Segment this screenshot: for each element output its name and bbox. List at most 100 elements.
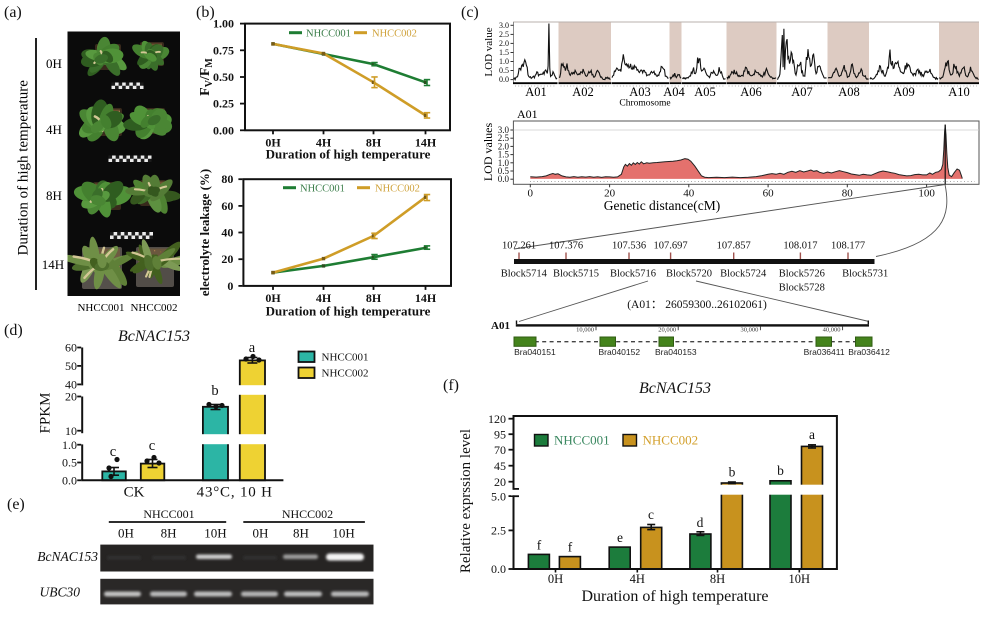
svg-text:Bra040151: Bra040151 — [514, 347, 556, 357]
svg-text:c: c — [149, 438, 155, 454]
svg-text:A02: A02 — [572, 85, 594, 99]
svg-text:2.0: 2.0 — [498, 141, 510, 151]
svg-text:c: c — [648, 507, 654, 522]
svg-text:0.5: 0.5 — [499, 66, 509, 75]
svg-text:20: 20 — [604, 188, 616, 200]
svg-text:Block5724: Block5724 — [720, 269, 767, 280]
svg-text:107.376: 107.376 — [549, 241, 583, 252]
svg-text:80: 80 — [842, 188, 854, 200]
svg-text:2.0: 2.0 — [499, 39, 509, 48]
svg-text:40: 40 — [221, 226, 233, 240]
svg-text:NHCC001: NHCC001 — [143, 507, 194, 521]
svg-text:Duration of high temperature: Duration of high temperature — [266, 147, 431, 162]
svg-text:a: a — [809, 427, 815, 442]
svg-text:50: 50 — [65, 359, 77, 373]
svg-text:Block5731: Block5731 — [842, 269, 888, 280]
svg-text:0.00: 0.00 — [213, 123, 234, 137]
svg-text:0H: 0H — [265, 136, 281, 150]
svg-text:0.25: 0.25 — [213, 97, 234, 111]
svg-text:108.017: 108.017 — [783, 241, 817, 252]
svg-text:100: 100 — [918, 188, 935, 200]
svg-text:70: 70 — [494, 443, 506, 457]
svg-text:f: f — [568, 540, 573, 555]
svg-text:Genetic distance(cM): Genetic distance(cM) — [604, 198, 721, 213]
svg-text:Chromosome: Chromosome — [619, 99, 670, 109]
svg-text:electrolyte leakage (%): electrolyte leakage (%) — [197, 169, 212, 297]
svg-text:A01: A01 — [525, 85, 547, 99]
svg-text:40: 40 — [683, 188, 695, 200]
svg-text:0.0: 0.0 — [498, 174, 510, 184]
svg-text:40: 40 — [65, 378, 77, 392]
svg-text:Duration of high temperature: Duration of high temperature — [581, 588, 768, 605]
svg-text:Bra040153: Bra040153 — [655, 347, 697, 357]
svg-text:a: a — [249, 340, 256, 356]
svg-text:Bra040152: Bra040152 — [599, 347, 641, 357]
svg-text:40,000: 40,000 — [823, 326, 841, 333]
svg-text:A03: A03 — [629, 85, 651, 99]
svg-text:b: b — [777, 463, 784, 478]
svg-text:1.0: 1.0 — [498, 158, 510, 168]
svg-text:1.5: 1.5 — [499, 48, 509, 57]
svg-text:NHCC002: NHCC002 — [643, 433, 699, 448]
svg-text:NHCC001: NHCC001 — [322, 352, 369, 364]
svg-text:Block5714: Block5714 — [501, 269, 548, 280]
svg-text:e: e — [617, 530, 623, 545]
svg-text:8H: 8H — [161, 526, 177, 541]
svg-text:108.177: 108.177 — [831, 241, 865, 252]
svg-text:LOD values: LOD values — [481, 123, 495, 182]
svg-text:14H: 14H — [415, 136, 437, 150]
svg-text:14H: 14H — [415, 291, 437, 305]
svg-text:Bra036412: Bra036412 — [848, 347, 890, 357]
svg-text:120: 120 — [488, 412, 506, 426]
svg-text:20: 20 — [494, 475, 506, 489]
svg-text:30,000: 30,000 — [740, 326, 758, 333]
svg-text:A05: A05 — [694, 85, 716, 99]
svg-text:Block5715: Block5715 — [553, 269, 599, 280]
svg-text:BcNAC153: BcNAC153 — [37, 549, 98, 564]
svg-text:LOD value: LOD value — [483, 27, 495, 76]
svg-text:NHCC001: NHCC001 — [554, 433, 610, 448]
svg-text:CK: CK — [124, 485, 145, 501]
svg-text:Duration of high temperature: Duration of high temperature — [266, 304, 431, 319]
svg-text:3.0: 3.0 — [499, 21, 509, 30]
svg-text:NHCC002: NHCC002 — [375, 184, 420, 195]
svg-text:60: 60 — [65, 341, 77, 355]
svg-text:0.0: 0.0 — [491, 562, 506, 576]
svg-text:8H: 8H — [293, 526, 309, 541]
svg-text:A01: A01 — [491, 320, 510, 332]
svg-text:107.857: 107.857 — [717, 241, 751, 252]
svg-text:8H: 8H — [366, 291, 382, 305]
svg-text:0H: 0H — [548, 572, 563, 586]
svg-text:A10: A10 — [948, 85, 970, 99]
svg-text:A08: A08 — [838, 85, 860, 99]
svg-text:8H: 8H — [710, 572, 725, 586]
svg-text:A09: A09 — [893, 85, 915, 99]
svg-text:0.5: 0.5 — [62, 456, 77, 470]
svg-text:(A01： 26059300..26102061): (A01： 26059300..26102061) — [627, 299, 767, 311]
svg-text:Relative exprssion level: Relative exprssion level — [458, 429, 474, 573]
svg-text:0: 0 — [227, 279, 233, 293]
svg-text:NHCC002: NHCC002 — [372, 29, 417, 40]
svg-text:43°C, 10 H: 43°C, 10 H — [197, 485, 273, 501]
svg-text:A07: A07 — [791, 85, 813, 99]
svg-text:FPKM: FPKM — [38, 393, 54, 434]
svg-text:Block5728: Block5728 — [779, 283, 825, 294]
svg-text:2.5: 2.5 — [499, 30, 509, 39]
svg-text:0.0: 0.0 — [62, 474, 77, 488]
svg-text:10,000: 10,000 — [576, 326, 594, 333]
svg-text:d: d — [697, 515, 704, 530]
svg-text:A06: A06 — [740, 85, 762, 99]
svg-text:b: b — [729, 465, 736, 480]
svg-text:60: 60 — [763, 188, 775, 200]
svg-text:b: b — [211, 383, 218, 399]
svg-text:4H: 4H — [316, 291, 332, 305]
svg-text:60: 60 — [221, 199, 233, 213]
svg-text:45: 45 — [494, 459, 506, 473]
svg-text:Block5716: Block5716 — [610, 269, 656, 280]
svg-text:1.00: 1.00 — [213, 17, 234, 31]
svg-text:8H: 8H — [366, 136, 382, 150]
svg-text:80: 80 — [221, 172, 233, 186]
svg-text:5.0: 5.0 — [491, 489, 506, 503]
svg-text:BcNAC153: BcNAC153 — [639, 380, 711, 397]
svg-text:4H: 4H — [630, 572, 645, 586]
